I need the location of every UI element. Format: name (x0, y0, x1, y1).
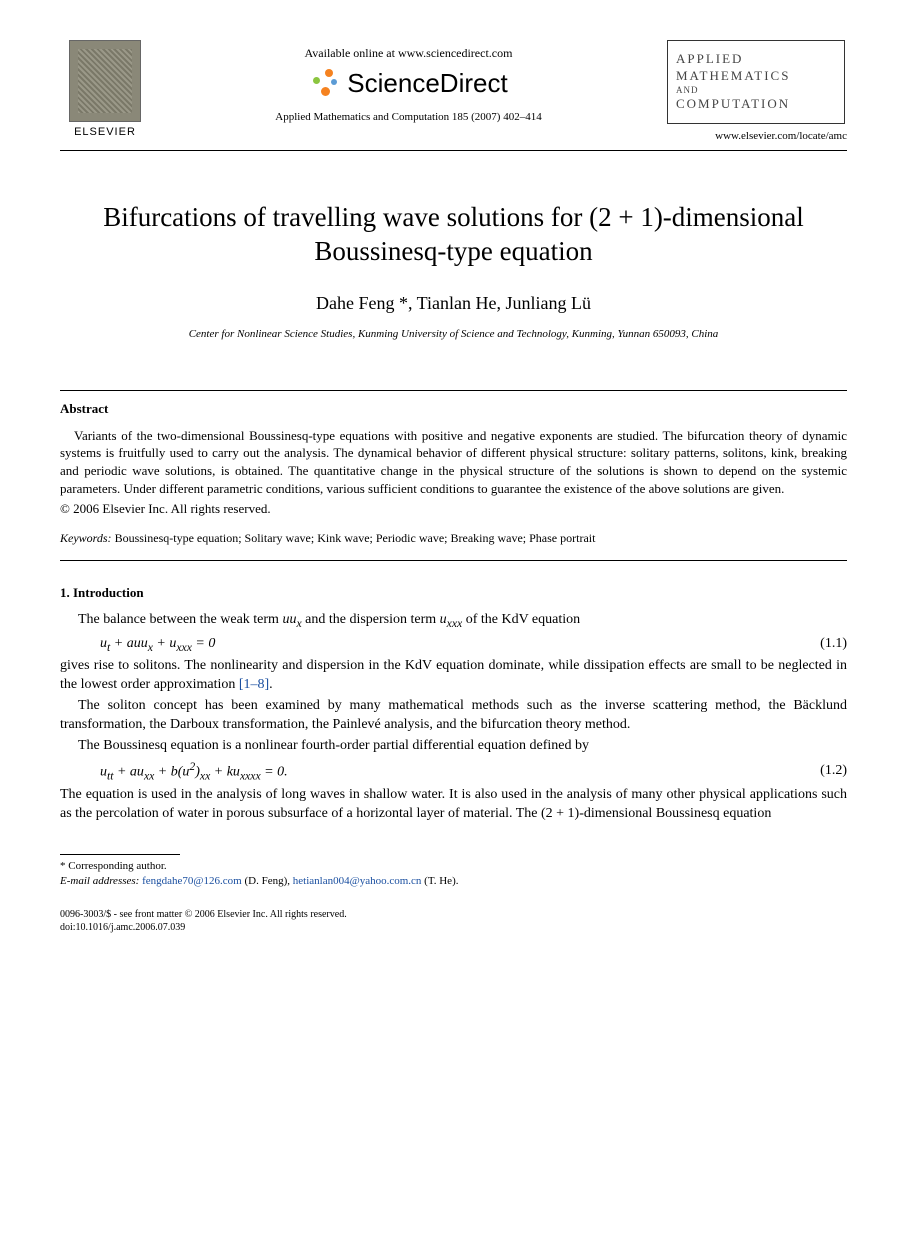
email-2-who: (T. He). (421, 875, 458, 887)
abstract-bottom-rule (60, 560, 847, 561)
doi-line: doi:10.1016/j.amc.2006.07.039 (60, 921, 847, 934)
issn-line: 0096-3003/$ - see front matter © 2006 El… (60, 908, 847, 921)
authors: Dahe Feng *, Tianlan He, Junliang Lü (60, 293, 847, 314)
intro-p2: gives rise to solitons. The nonlinearity… (60, 657, 847, 695)
email-1-who: (D. Feng), (242, 875, 293, 887)
publisher-label: ELSEVIER (60, 126, 150, 138)
email-label: E-mail addresses: (60, 875, 139, 887)
intro-heading: 1. Introduction (60, 585, 847, 601)
affiliation: Center for Nonlinear Science Studies, Ku… (60, 328, 847, 340)
p2-pre: gives rise to solitons. The nonlinearity… (60, 658, 847, 692)
p1-term2: uxxx (440, 612, 463, 627)
intro-p5: The equation is used in the analysis of … (60, 786, 847, 824)
keywords-line: Keywords: Boussinesq-type equation; Soli… (60, 531, 847, 546)
equation-1-2: utt + auxx + b(u2)xx + kuxxxx = 0. (1.2) (100, 760, 847, 782)
intro-p1: The balance between the weak term uux an… (60, 611, 847, 632)
p1-post: of the KdV equation (462, 612, 580, 627)
abstract-section: Abstract Variants of the two-dimensional… (60, 401, 847, 546)
intro-p4: The Boussinesq equation is a nonlinear f… (60, 737, 847, 756)
article-title: Bifurcations of travelling wave solution… (60, 201, 847, 269)
email-1[interactable]: fengdahe70@126.com (142, 875, 242, 887)
eq1-body: ut + auux + uxxx = 0 (100, 636, 215, 654)
journal-box-line: APPLIED (676, 51, 836, 68)
publisher-logo-block: ELSEVIER (60, 40, 150, 138)
journal-box-line: MATHEMATICS (676, 68, 836, 85)
elsevier-tree-icon (69, 40, 141, 122)
header-rule (60, 150, 847, 151)
email-line: E-mail addresses: fengdahe70@126.com (D.… (60, 874, 847, 889)
header-row: ELSEVIER Available online at www.science… (60, 40, 847, 142)
abstract-top-rule (60, 390, 847, 391)
p1-pre: The balance between the weak term (78, 612, 282, 627)
p1-mid: and the dispersion term (302, 612, 440, 627)
eq2-number: (1.2) (820, 763, 847, 779)
journal-box-and: AND (676, 85, 836, 97)
copyright-line: © 2006 Elsevier Inc. All rights reserved… (60, 501, 847, 517)
header-right: APPLIED MATHEMATICS AND COMPUTATION www.… (667, 40, 847, 142)
p1-term1: uux (282, 612, 301, 627)
p2-post: . (269, 677, 273, 692)
sd-brand-text: ScienceDirect (347, 68, 507, 99)
sd-dots-icon (309, 67, 341, 99)
intro-p3: The soliton concept has been examined by… (60, 697, 847, 735)
journal-box-line: COMPUTATION (676, 96, 836, 113)
eq2-body: utt + auxx + b(u2)xx + kuxxxx = 0. (100, 760, 288, 782)
journal-title-box: APPLIED MATHEMATICS AND COMPUTATION (667, 40, 845, 124)
equation-1-1: ut + auux + uxxx = 0 (1.1) (100, 636, 847, 654)
footnote-separator (60, 854, 180, 855)
keywords-text: Boussinesq-type equation; Solitary wave;… (115, 531, 596, 545)
front-matter: 0096-3003/$ - see front matter © 2006 El… (60, 908, 847, 934)
email-2[interactable]: hetianlan004@yahoo.com.cn (293, 875, 422, 887)
header-center: Available online at www.sciencedirect.co… (150, 40, 667, 123)
eq1-number: (1.1) (820, 636, 847, 652)
sciencedirect-logo: ScienceDirect (150, 67, 667, 99)
journal-reference: Applied Mathematics and Computation 185 … (150, 111, 667, 123)
locate-url: www.elsevier.com/locate/amc (667, 130, 847, 142)
reference-link-1-8[interactable]: [1–8] (239, 677, 269, 692)
abstract-heading: Abstract (60, 401, 847, 417)
footnotes: * Corresponding author. E-mail addresses… (60, 859, 847, 890)
available-online-text: Available online at www.sciencedirect.co… (150, 46, 667, 61)
corresponding-author: * Corresponding author. (60, 859, 847, 874)
introduction-section: 1. Introduction The balance between the … (60, 585, 847, 824)
keywords-label: Keywords: (60, 531, 112, 545)
abstract-text: Variants of the two-dimensional Boussine… (60, 427, 847, 497)
